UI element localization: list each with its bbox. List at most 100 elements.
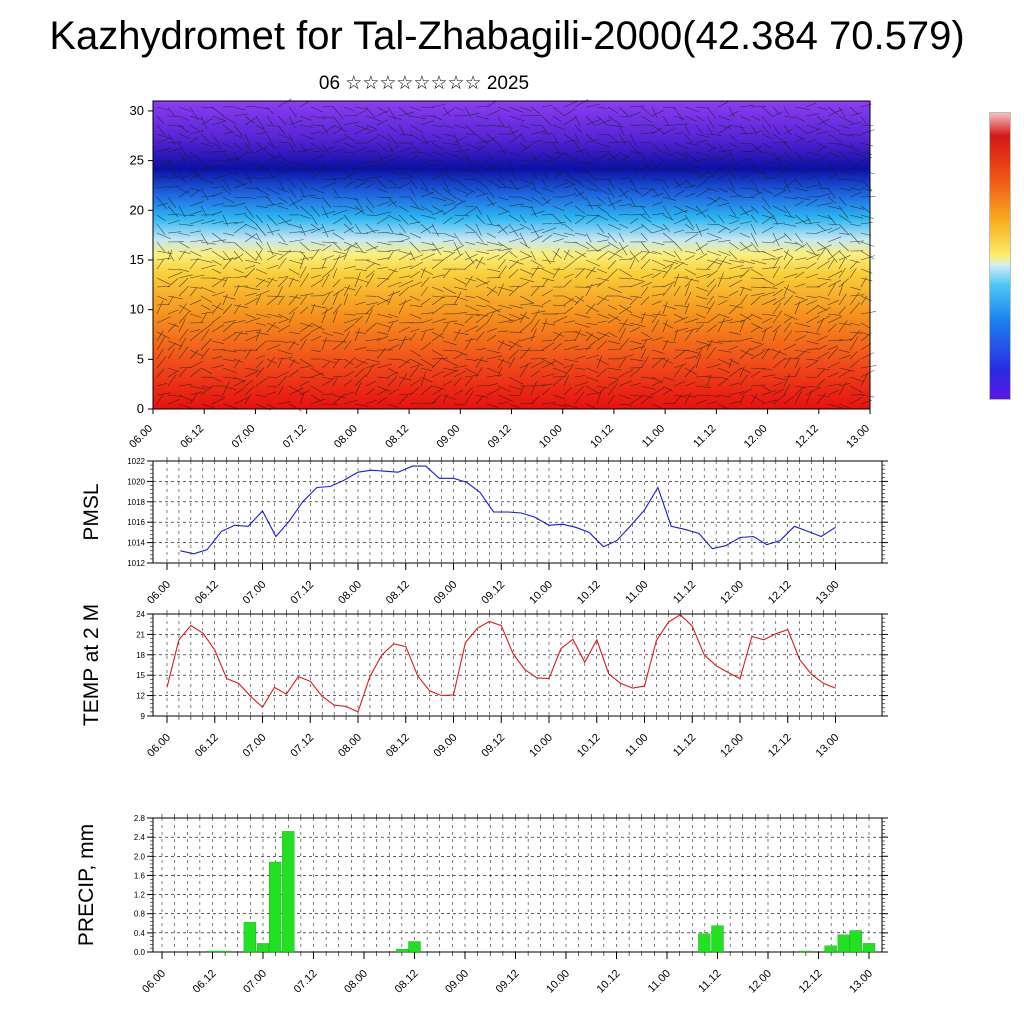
- wind-arrow: [387, 133, 399, 146]
- wind-arrow: [750, 187, 762, 194]
- wind-arrow: [365, 115, 382, 122]
- wind-arrow: [673, 364, 684, 378]
- wind-arrow: [442, 286, 456, 295]
- wind-arrow: [178, 318, 186, 333]
- wind-arrow: [761, 250, 776, 258]
- wind-arrow: [387, 124, 397, 133]
- wind-arrow: [244, 151, 258, 154]
- wind-arrow: [167, 394, 183, 397]
- wind-arrow: [706, 250, 722, 256]
- wind-arrow: [376, 250, 391, 253]
- wind-arrow: [409, 154, 419, 162]
- wind-arrow: [156, 175, 167, 180]
- wind-arrow: [717, 125, 731, 135]
- wind-arrow: [772, 265, 781, 279]
- wind-arrow: [530, 309, 540, 324]
- wind-arrow: [387, 320, 399, 324]
- wind-arrow: [827, 258, 835, 270]
- wind-arrow: [651, 201, 663, 207]
- wind-arrow: [442, 133, 455, 137]
- wind-arrow: [827, 236, 842, 243]
- wind-arrow: [453, 312, 467, 315]
- wind-arrow: [365, 241, 377, 250]
- wind-arrow: [585, 178, 598, 188]
- wind-arrow: [167, 342, 177, 351]
- wind-arrow: [574, 142, 585, 156]
- wind-arrow: [728, 110, 739, 117]
- wind-arrow: [178, 232, 190, 236]
- wind-arrow: [541, 214, 554, 216]
- wind-arrow: [563, 139, 575, 144]
- wind-arrow: [222, 221, 238, 225]
- wind-arrow: [783, 106, 790, 116]
- wind-arrow: [156, 316, 171, 324]
- wind-arrow: [288, 277, 300, 282]
- wind-arrow: [728, 382, 741, 387]
- wind-arrow: [167, 370, 179, 378]
- wind-arrow: [596, 150, 611, 153]
- wind-arrow: [178, 304, 192, 313]
- wind-arrow: [321, 258, 327, 270]
- wind-arrow: [310, 131, 322, 135]
- wind-arrow: [266, 391, 277, 396]
- wind-arrow: [431, 196, 447, 202]
- wind-arrow: [706, 340, 723, 344]
- wind-arrow: [497, 358, 505, 369]
- wind-arrow: [805, 360, 819, 369]
- wind-arrow: [849, 397, 862, 405]
- wind-arrow: [838, 133, 854, 137]
- wind-arrow: [717, 171, 731, 180]
- wind-arrow: [585, 376, 599, 382]
- wind-arrow: [849, 302, 861, 315]
- wind-arrow: [310, 303, 315, 315]
- wind-arrow: [816, 317, 825, 333]
- wind-arrow: [662, 196, 677, 201]
- wind-arrow: [739, 388, 753, 396]
- wind-arrow: [398, 182, 410, 189]
- wind-arrow: [365, 246, 379, 252]
- wind-arrow: [354, 178, 371, 182]
- wind-arrow: [277, 124, 286, 136]
- wind-arrow: [486, 196, 495, 206]
- wind-arrow: [838, 306, 847, 315]
- wind-arrow: [772, 111, 783, 117]
- wind-arrow: [310, 115, 327, 119]
- wind-arrow: [574, 295, 584, 306]
- wind-arrow: [233, 268, 244, 274]
- wind-arrow: [706, 106, 717, 119]
- wind-arrow: [189, 349, 199, 360]
- wind-arrow: [717, 196, 728, 202]
- wind-arrow: [508, 160, 515, 173]
- wind-arrow: [167, 147, 182, 153]
- wind-arrow: [640, 250, 656, 254]
- wind-arrow: [695, 241, 704, 255]
- heatmap-xtick-label: 07.00: [230, 423, 258, 451]
- wind-arrow: [299, 306, 309, 315]
- wind-arrow: [266, 229, 280, 234]
- wind-arrow: [376, 196, 393, 199]
- wind-arrow: [607, 223, 621, 230]
- wind-arrow: [431, 286, 444, 292]
- wind-arrow: [486, 310, 495, 324]
- wind-arrow: [244, 317, 260, 324]
- wind-arrow: [222, 321, 235, 333]
- wind-arrow: [640, 251, 650, 261]
- wind-arrow: [772, 235, 786, 243]
- wind-arrow: [343, 356, 356, 369]
- wind-arrow: [596, 239, 609, 243]
- wind-arrow: [310, 150, 322, 153]
- ytick-label: 1020: [127, 477, 145, 486]
- wind-arrow: [354, 223, 362, 234]
- wind-arrow: [849, 151, 864, 157]
- wind-arrow: [519, 184, 531, 189]
- wind-arrow: [365, 380, 377, 387]
- wind-arrow: [761, 124, 770, 135]
- wind-arrow: [189, 187, 202, 192]
- wind-arrow: [783, 115, 796, 119]
- wind-arrow: [222, 178, 232, 192]
- ytick-label: 1022: [127, 457, 145, 466]
- wind-arrow: [288, 268, 300, 276]
- wind-arrow: [629, 133, 637, 147]
- wind-arrow: [508, 259, 520, 270]
- wind-arrow: [794, 385, 805, 396]
